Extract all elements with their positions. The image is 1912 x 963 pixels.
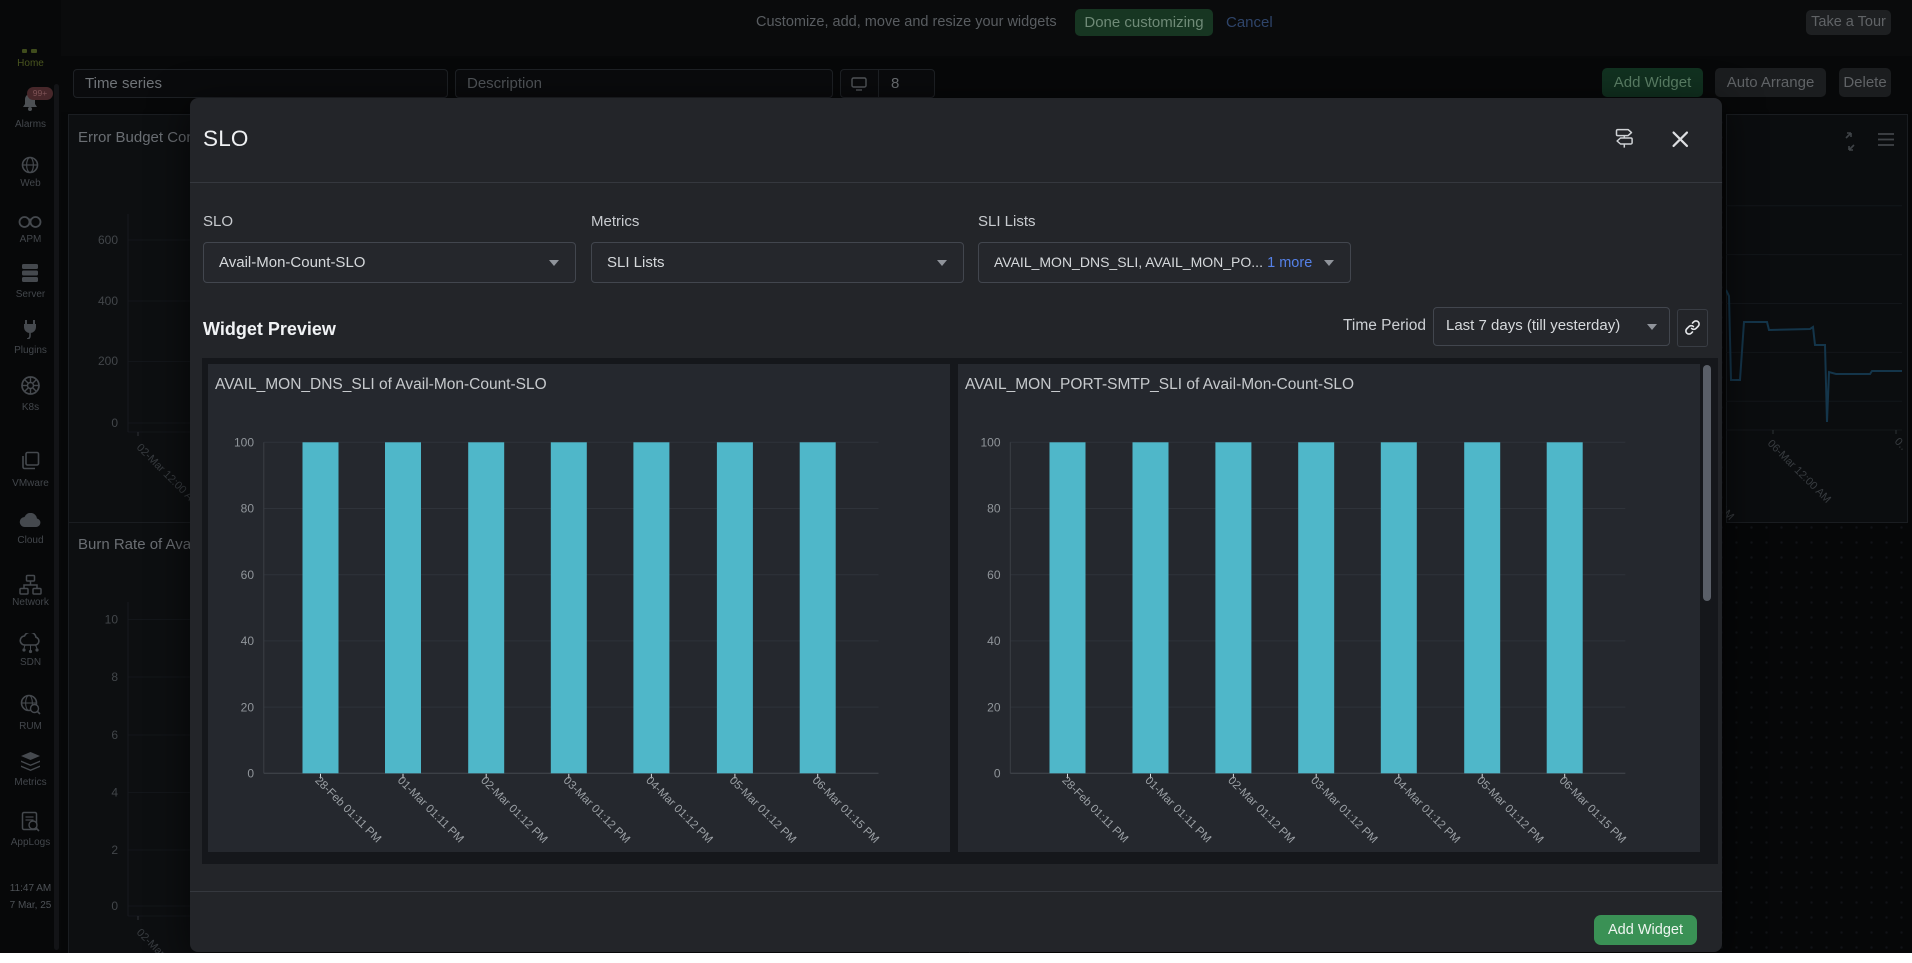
svg-text:0: 0	[247, 767, 254, 781]
svg-text:60: 60	[987, 568, 1001, 582]
svg-text:80: 80	[241, 502, 255, 516]
svg-text:AVAIL_MON_DNS_SLI of Avail-Mon: AVAIL_MON_DNS_SLI of Avail-Mon-Count-SLO	[215, 376, 547, 393]
svg-text:10: 10	[105, 613, 119, 627]
svg-text:01-Mar 01:11 PM: 01-Mar 01:11 PM	[395, 775, 466, 846]
svg-text:06-Mar 01:15 PM: 06-Mar 01:15 PM	[810, 775, 881, 846]
svg-text:05-Mar 01:12 PM: 05-Mar 01:12 PM	[727, 775, 798, 846]
svg-text:60: 60	[241, 568, 255, 582]
svg-text:02-Mar 12:00 AM: 02-Mar 12:00 AM	[134, 927, 198, 953]
svg-text:02-Mar 12:00 AM: 02-Mar 12:00 AM	[134, 442, 198, 510]
svg-text:600: 600	[98, 233, 118, 247]
svg-text:40: 40	[241, 634, 255, 648]
svg-text:05-Mar 01:12 PM: 05-Mar 01:12 PM	[1474, 775, 1545, 846]
svg-text:04-Mar 01:12 PM: 04-Mar 01:12 PM	[643, 775, 714, 846]
svg-text:100: 100	[234, 436, 254, 450]
svg-text:4: 4	[111, 786, 118, 800]
svg-text:06-Mar 01:15 PM: 06-Mar 01:15 PM	[1557, 775, 1628, 846]
svg-text:AVAIL_MON_PORT-SMTP_SLI of Ava: AVAIL_MON_PORT-SMTP_SLI of Avail-Mon-Cou…	[965, 376, 1354, 393]
svg-text:80: 80	[987, 502, 1001, 516]
svg-text:20: 20	[241, 700, 255, 714]
svg-text:28-Feb 01:11 PM: 28-Feb 01:11 PM	[312, 775, 383, 846]
svg-text:0: 0	[111, 416, 118, 430]
svg-text:AM: AM	[1726, 503, 1736, 521]
svg-text:01-Mar 01:11 PM: 01-Mar 01:11 PM	[1142, 775, 1213, 846]
svg-text:02-Mar 01:12 PM: 02-Mar 01:12 PM	[478, 775, 549, 846]
svg-text:400: 400	[98, 294, 118, 308]
svg-text:6: 6	[111, 728, 118, 742]
svg-text:200: 200	[98, 354, 118, 368]
svg-text:8: 8	[111, 670, 118, 684]
svg-text:04-Mar 01:12 PM: 04-Mar 01:12 PM	[1391, 775, 1462, 846]
svg-text:0..: 0..	[1892, 436, 1906, 453]
svg-text:03-Mar 01:12 PM: 03-Mar 01:12 PM	[1308, 775, 1379, 846]
svg-text:0: 0	[994, 767, 1001, 781]
svg-text:100: 100	[980, 436, 1000, 450]
svg-text:02-Mar 01:12 PM: 02-Mar 01:12 PM	[1225, 775, 1296, 846]
svg-text:40: 40	[987, 634, 1001, 648]
svg-text:20: 20	[987, 700, 1001, 714]
svg-text:28-Feb 01:11 PM: 28-Feb 01:11 PM	[1059, 775, 1130, 846]
svg-text:06-Mar 12:00 AM: 06-Mar 12:00 AM	[1765, 438, 1833, 506]
svg-text:03-Mar 01:12 PM: 03-Mar 01:12 PM	[561, 775, 632, 846]
svg-text:0: 0	[111, 899, 118, 913]
svg-text:2: 2	[111, 843, 118, 857]
